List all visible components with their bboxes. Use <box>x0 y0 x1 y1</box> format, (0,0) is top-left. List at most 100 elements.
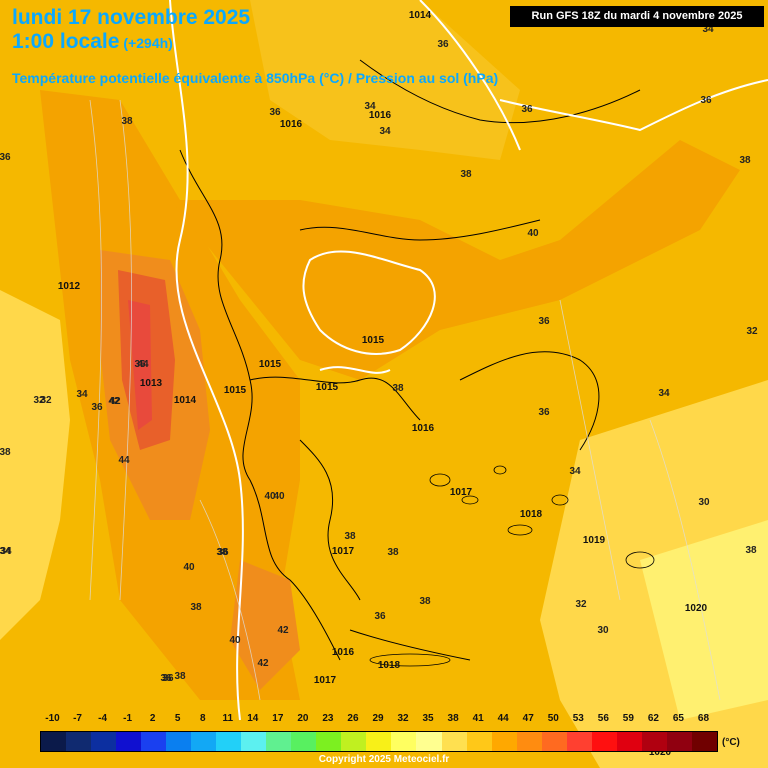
scale-swatch <box>591 732 617 751</box>
scale-swatch <box>116 732 142 751</box>
theta-label: 36 <box>269 107 281 118</box>
theta-label: 36 <box>162 673 174 684</box>
scale-tick-label: 65 <box>672 713 684 724</box>
scale-tick-label: 62 <box>647 713 659 724</box>
pressure-label: 1014 <box>174 395 197 406</box>
theta-label: 36 <box>374 611 386 622</box>
band-mid-north <box>250 0 520 160</box>
scale-swatch <box>516 732 542 751</box>
theta-label: 40 <box>229 635 241 646</box>
theta-label: 32 <box>575 599 587 610</box>
scale-tick-label: 47 <box>522 713 534 724</box>
scale-swatch <box>366 732 392 751</box>
scale-swatch <box>491 732 517 751</box>
scale-tick-label: 11 <box>222 713 234 724</box>
scale-tick-label: 68 <box>697 713 710 724</box>
theta-label: 38 <box>739 155 751 166</box>
theta-contours <box>89 99 721 701</box>
band-dark-orange-south <box>230 560 300 690</box>
theta-label: 38 <box>0 447 11 458</box>
scale-tick-label: -4 <box>98 713 108 724</box>
scale-swatch <box>241 732 267 751</box>
theta-label: 38 <box>190 602 202 613</box>
theta-label: 40 <box>527 228 539 239</box>
pressure-label: 1012 <box>58 281 81 292</box>
scale-swatch <box>641 732 667 751</box>
map-time-title: 1:00 locale (+294h) <box>12 30 173 54</box>
scale-swatch <box>216 732 242 751</box>
theta-label: 32 <box>40 395 52 406</box>
coastlines <box>179 59 641 661</box>
scale-swatch <box>416 732 442 751</box>
scale-swatch <box>466 732 492 751</box>
pressure-label: 1014 <box>409 10 432 21</box>
scale-swatch <box>691 732 717 751</box>
scale-swatch <box>191 732 217 751</box>
theta-label: 36 <box>700 95 712 106</box>
pressure-label: 1015 <box>224 385 247 396</box>
scale-tick-label: 38 <box>447 713 459 724</box>
theta-label: 42 <box>109 396 121 407</box>
theta-label: 36 <box>538 316 550 327</box>
scale-tick-label: 8 <box>199 713 206 724</box>
theta-label: 36 <box>134 359 146 370</box>
theta-label: 40 <box>264 491 276 502</box>
scale-tick-label: 44 <box>497 713 509 724</box>
pressure-label: 1018 <box>520 509 543 520</box>
band-orange-central <box>170 140 740 380</box>
theta-label: 40 <box>273 491 285 502</box>
pressure-label: 1019 <box>583 535 606 546</box>
pressure-label: 1017 <box>450 487 473 498</box>
theta-label: 30 <box>698 497 710 508</box>
theta-label: 32 <box>746 326 758 337</box>
pressure-label: 1016 <box>332 647 355 658</box>
theta-label: 36 <box>160 673 172 684</box>
scale-tick-label: 20 <box>297 713 309 724</box>
pressure-label: 1015 <box>259 359 282 370</box>
scale-tick-label: 53 <box>572 713 584 724</box>
theta-label: 38 <box>392 383 404 394</box>
pressure-label: 1020 <box>685 603 708 614</box>
theta-label: 38 <box>745 545 757 556</box>
scale-swatch <box>566 732 592 751</box>
scale-swatch <box>341 732 367 751</box>
forecast-hours: (+294h) <box>123 35 173 51</box>
theta-label: 38 <box>344 531 356 542</box>
theta-label: 34 <box>0 546 11 557</box>
pressure-label: 1016 <box>280 119 303 130</box>
theta-label: 34 <box>569 466 581 477</box>
scale-tick-label: -1 <box>123 713 133 724</box>
pressure-label: 1015 <box>362 335 385 346</box>
theta-label: 30 <box>597 625 609 636</box>
scale-tick-label: 35 <box>422 713 434 724</box>
theta-label: 34 <box>379 126 391 137</box>
isobars <box>169 0 768 721</box>
pressure-label: 1013 <box>140 378 163 389</box>
color-scale-bar <box>40 731 718 752</box>
map-subtitle: Température potentielle équivalente à 85… <box>12 70 499 86</box>
theta-label: 38 <box>387 547 399 558</box>
scale-tick-label: 23 <box>322 713 334 724</box>
theta-label: 38 <box>121 116 133 127</box>
scale-tick-label: 14 <box>247 713 259 724</box>
scale-tick-label: 26 <box>347 713 359 724</box>
pressure-label: 1017 <box>332 546 355 557</box>
pressure-label: 1016 <box>369 110 392 121</box>
run-info-badge: Run GFS 18Z du mardi 4 novembre 2025 <box>510 6 764 27</box>
scale-swatch <box>616 732 642 751</box>
theta-label: 32 <box>33 395 45 406</box>
theta-label: 34 <box>364 101 376 112</box>
scale-tick-label: 59 <box>622 713 634 724</box>
scale-swatch <box>666 732 692 751</box>
scale-swatch <box>316 732 342 751</box>
pressure-label: 1020 <box>649 747 672 758</box>
scale-tick-label: 29 <box>372 713 384 724</box>
scale-tick-label: 56 <box>597 713 609 724</box>
theta-label: 38 <box>174 671 186 682</box>
theta-label: 38 <box>460 169 472 180</box>
pressure-label: 1015 <box>316 382 339 393</box>
scale-swatch <box>166 732 192 751</box>
scale-tick-label: 2 <box>149 713 156 724</box>
